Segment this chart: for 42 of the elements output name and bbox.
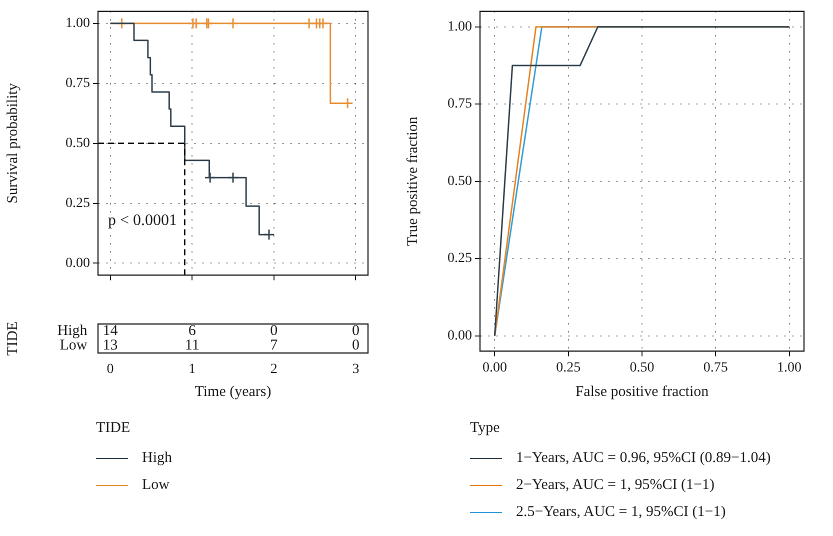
x-tick-label: 0.00 — [482, 360, 507, 376]
legend-title: Type — [470, 420, 501, 437]
y-tick-label: 1.00 — [66, 16, 90, 32]
legend-label: 2.5−Years, AUC = 1, 95%CI (1−1) — [516, 504, 726, 521]
legend-label: 2−Years, AUC = 1, 95%CI (1−1) — [516, 477, 714, 494]
data-label: 7 — [270, 338, 278, 354]
y-tick-label: 1.00 — [448, 20, 472, 35]
data-label: 0 — [352, 323, 360, 340]
x-axis-title: False positive fraction — [575, 384, 710, 400]
y-tick-label: 0.25 — [448, 251, 472, 266]
y-tick-label: 0.50 — [66, 136, 90, 151]
data-label: 6 — [188, 323, 196, 340]
y-tick-label: 0.00 — [66, 256, 90, 271]
x-tick-label: 1.00 — [777, 360, 802, 376]
data-label: 14 — [102, 323, 118, 340]
x-tick-label: 3 — [352, 362, 360, 378]
x-tick-label: 2 — [270, 362, 278, 378]
x-tick-label: 0.75 — [703, 360, 728, 376]
data-label: 0 — [352, 338, 360, 354]
y-tick-label: 0.50 — [448, 174, 472, 189]
legend-title: TIDE — [96, 420, 132, 437]
y-tick-label: 0.25 — [66, 196, 90, 211]
data-label: 11 — [184, 338, 200, 354]
annotation: p < 0.0001 — [108, 212, 178, 230]
y-axis-title: True positive fraction — [404, 116, 421, 246]
y-tick-label: 0.75 — [448, 96, 472, 112]
x-tick-label: 1 — [188, 362, 196, 378]
y-tick-label: Low — [60, 338, 88, 354]
legend-label: High — [142, 450, 172, 467]
y-tick-label: 0.00 — [448, 328, 472, 344]
y-axis-title: Survival probability — [4, 82, 21, 204]
y-tick-label: 0.75 — [66, 76, 90, 92]
x-tick-label: 0 — [106, 362, 114, 378]
x-tick-label: 0.25 — [556, 360, 581, 376]
legend-label: 1−Years, AUC = 0.96, 95%CI (0.89−1.04) — [516, 450, 771, 467]
legend-label: Low — [142, 477, 170, 494]
data-label: 0 — [270, 323, 278, 340]
data-label: 13 — [102, 338, 118, 354]
y-tick-label: High — [57, 323, 88, 340]
x-axis-title: Time (years) — [194, 384, 272, 400]
x-tick-label: 0.50 — [630, 360, 654, 376]
y-axis-title: TIDE — [4, 321, 21, 356]
